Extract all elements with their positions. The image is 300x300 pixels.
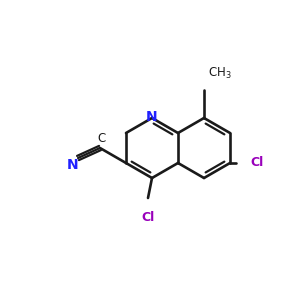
Text: CH$_3$: CH$_3$ — [208, 66, 232, 81]
Text: Cl: Cl — [141, 211, 154, 224]
Text: Cl: Cl — [250, 157, 263, 169]
Text: C: C — [97, 133, 105, 146]
Text: N: N — [146, 110, 158, 124]
Text: N: N — [67, 158, 79, 172]
